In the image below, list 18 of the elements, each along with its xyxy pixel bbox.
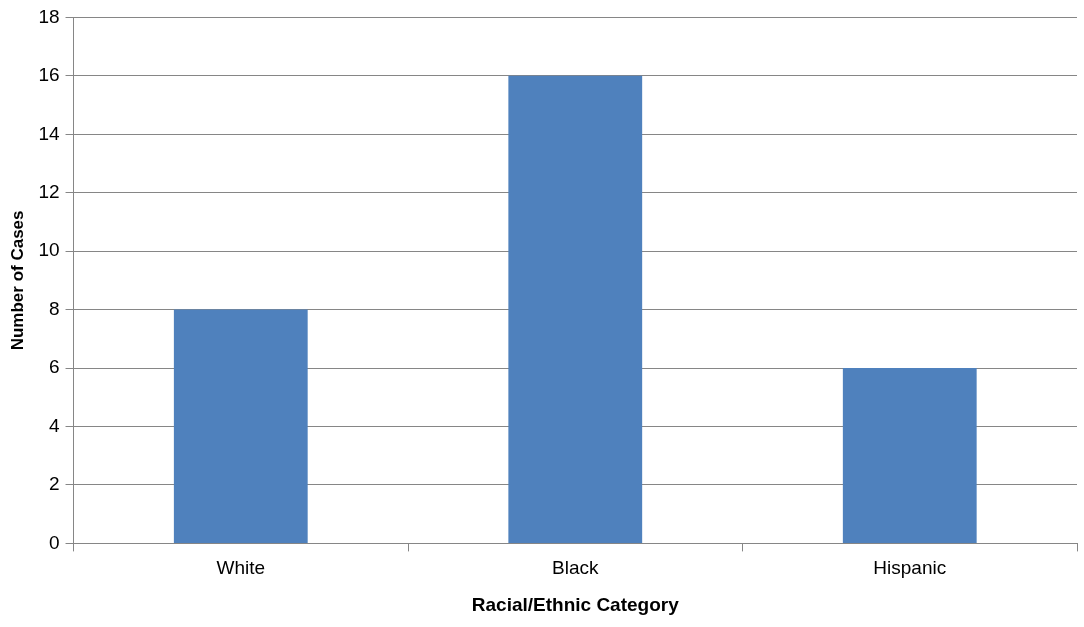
bar — [173, 309, 308, 543]
x-tick-label: White — [216, 557, 266, 579]
y-tick-label: 16 — [38, 64, 60, 86]
y-axis-title: Number of Cases — [7, 210, 27, 351]
y-tick-label: 8 — [48, 297, 60, 319]
x-axis-title: Racial/Ethnic Category — [471, 593, 680, 615]
bar — [508, 75, 643, 543]
y-tick-label: 10 — [38, 239, 60, 261]
y-tick-label: 0 — [48, 531, 60, 553]
y-tick-label: 4 — [48, 414, 60, 436]
x-tick-label: Black — [552, 557, 599, 579]
y-tick-label: 18 — [38, 5, 60, 27]
x-tick-label: Hispanic — [873, 557, 947, 579]
y-tick-label: 12 — [38, 180, 60, 202]
y-tick-label: 6 — [48, 356, 60, 378]
y-tick-label: 2 — [48, 473, 60, 495]
y-tick-label: 14 — [38, 122, 60, 144]
bar — [842, 368, 977, 543]
